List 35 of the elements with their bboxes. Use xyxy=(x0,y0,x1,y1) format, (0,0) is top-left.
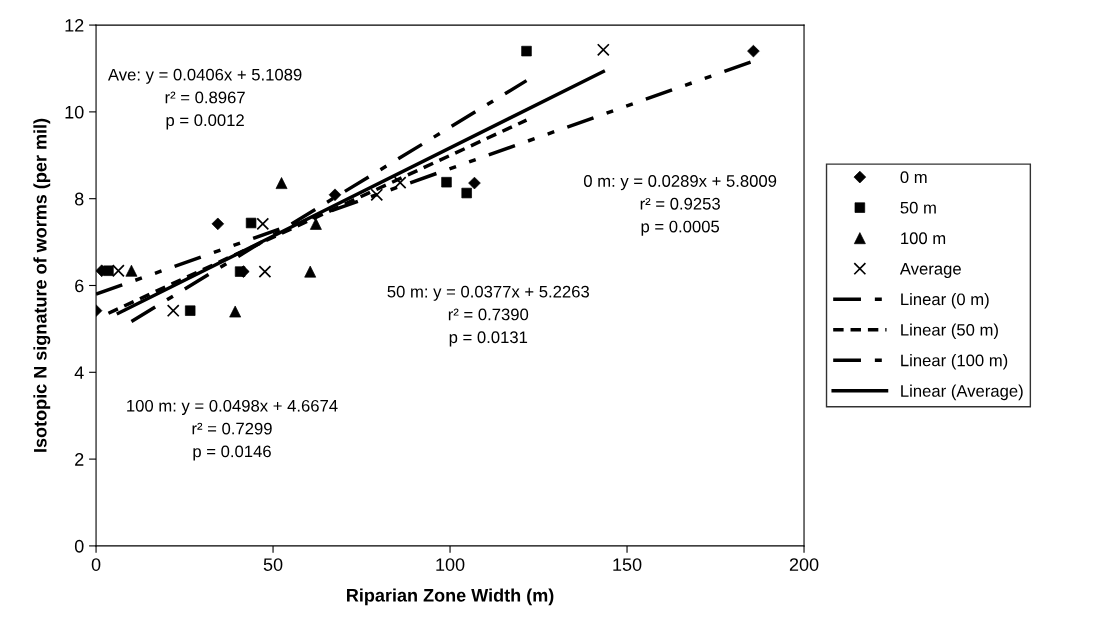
y-tick-label: 8 xyxy=(74,192,84,206)
point xyxy=(256,217,270,231)
legend-label: Linear (Average) xyxy=(901,384,1023,401)
x-tick-label: 200 xyxy=(789,558,819,571)
x-tick-label: 100 xyxy=(436,558,465,571)
point xyxy=(596,43,610,57)
y-tick-label: 10 xyxy=(65,105,84,119)
annotation: 0 m: y = 0.0289x + 5.8009 r² = 0.9253 p = 0.0005 xyxy=(583,175,777,236)
point xyxy=(370,188,384,202)
x-tick-label: 0 xyxy=(91,558,101,571)
point xyxy=(166,304,180,318)
point xyxy=(111,264,125,278)
legend-label: 0 m xyxy=(900,171,927,184)
legend-label: Average xyxy=(899,263,961,278)
point xyxy=(461,187,472,199)
y-tick-label: 6 xyxy=(75,279,84,293)
annotation: Ave: y = 0.0406x + 5.1089 r² = 0.8967 p = 0.0012 xyxy=(107,68,302,130)
annotation: 100 m: y = 0.0498x + 4.6674 r² = 0.7299 p = 0.0146 xyxy=(127,399,338,461)
point xyxy=(258,265,272,278)
legend-label: Linear (0 m) xyxy=(901,292,989,309)
annotation: 50 m: y = 0.0377x + 5.2263 r² = 0.7390 p = 0.0131 xyxy=(387,285,590,347)
legend-label: 50 m xyxy=(900,201,936,214)
x-tick-label: 150 xyxy=(613,558,642,571)
y-tick-label: 2 xyxy=(75,453,84,466)
y-tick-label: 12 xyxy=(65,19,84,32)
x-tick-label: 50 xyxy=(263,558,283,571)
x-axis-title: Riparian Zone Width (m) xyxy=(347,588,554,606)
legend-label: 100 m xyxy=(901,232,946,245)
point xyxy=(393,176,407,190)
legend-label: Linear (50 m) xyxy=(901,323,998,340)
legend-label: Linear (100 m) xyxy=(901,354,1008,370)
point xyxy=(245,217,257,229)
y-tick-label: 4 xyxy=(74,366,84,379)
y-axis-title: Isotopic N signature of worms (per mil) xyxy=(33,118,51,452)
y-tick-label: 0 xyxy=(74,539,84,553)
